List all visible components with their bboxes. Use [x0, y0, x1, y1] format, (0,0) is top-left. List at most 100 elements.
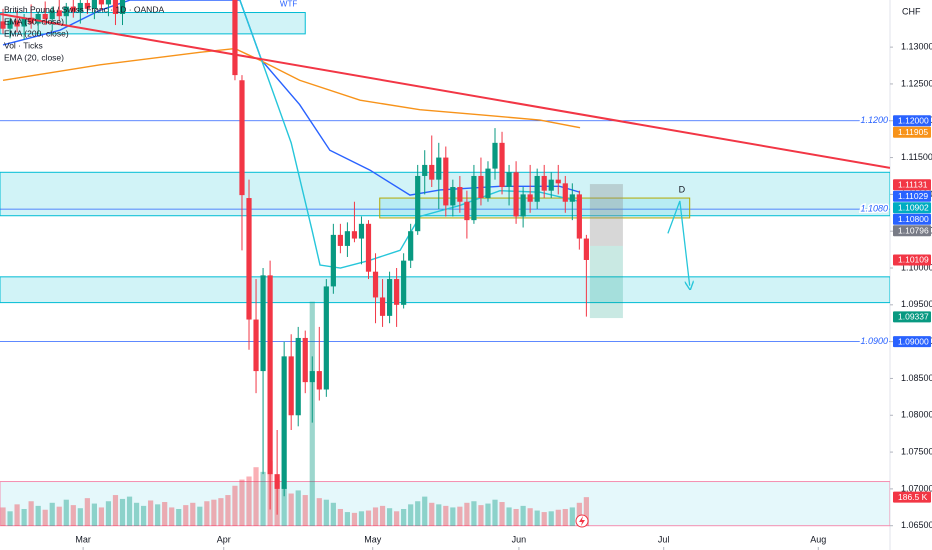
- volume-bar: [253, 467, 259, 526]
- candle-body: [379, 297, 386, 316]
- volume-bar: [337, 508, 343, 526]
- price-label: 1.09000: [898, 336, 929, 346]
- candle-body: [541, 175, 547, 191]
- candle-body: [450, 187, 456, 206]
- legend-entry: EMA (200, close): [4, 28, 69, 38]
- volume-bar: [506, 507, 512, 526]
- volume-bar: [541, 512, 547, 526]
- volume-bar: [63, 499, 69, 526]
- y-tick-label: 1.09500: [901, 299, 932, 309]
- candle-body: [485, 168, 491, 199]
- y-tick-label: 1.10000: [901, 262, 932, 272]
- volume-bar: [569, 507, 575, 526]
- volume-bar: [7, 511, 13, 526]
- price-label-bg: [893, 213, 931, 225]
- volume-bar: [197, 506, 203, 526]
- y-tick-label: 1.07500: [901, 446, 932, 456]
- y-tick-label: 1.08000: [901, 410, 932, 420]
- volume-bar: [386, 508, 393, 526]
- candle-body: [246, 198, 252, 320]
- candle-body: [316, 371, 322, 390]
- volume-bar: [316, 498, 322, 526]
- volume-bar: [169, 507, 175, 526]
- volume-bar: [70, 505, 76, 526]
- y-tick-label: 1.13000: [901, 41, 932, 51]
- volume-bar: [56, 506, 62, 526]
- volume-bar: [288, 493, 294, 526]
- candle-body: [422, 164, 428, 176]
- candle-body: [70, 6, 76, 12]
- position-risk: [589, 184, 623, 246]
- candle-body: [555, 179, 561, 184]
- candle-body: [323, 286, 329, 390]
- y-tick-label: 1.06500: [901, 520, 932, 530]
- price-label-bg: [893, 190, 931, 202]
- volume-bar: [112, 495, 119, 526]
- price-label: 1.10796: [898, 225, 929, 235]
- volume-bar: [379, 505, 386, 526]
- volume-bar: [281, 487, 287, 526]
- candle-body: [344, 231, 351, 246]
- volume-bar: [211, 499, 217, 526]
- price-label-bg: [893, 126, 931, 138]
- candle-body: [394, 279, 400, 305]
- volume-bar: [520, 505, 526, 526]
- candle-body: [91, 0, 97, 9]
- volume-bar: [527, 508, 533, 526]
- candle-body: [351, 231, 358, 239]
- candle-body: [98, 0, 105, 5]
- legend-entry: EMA (20, close): [4, 52, 64, 62]
- candle-body: [471, 175, 477, 221]
- price-label: 1.11029: [898, 191, 928, 201]
- volume-bar: [126, 496, 133, 526]
- candle-body: [513, 172, 519, 217]
- candle-body: [401, 260, 407, 305]
- candle-body: [358, 223, 365, 239]
- candle-body: [527, 194, 533, 202]
- candle-body: [534, 175, 540, 202]
- price-label-bg: [893, 225, 931, 237]
- volume-bar: [204, 501, 210, 526]
- candle-body: [42, 13, 48, 20]
- candle-body: [372, 271, 379, 298]
- candle-body: [576, 194, 582, 239]
- candle-body: [548, 179, 554, 191]
- arrow-label: D: [679, 184, 686, 194]
- volume-bar: [14, 504, 20, 526]
- candle-body: [436, 157, 442, 180]
- volume-bar: [464, 502, 470, 526]
- x-tick-label: Jul: [658, 534, 670, 544]
- candle-body: [105, 0, 112, 5]
- candle-body: [0, 21, 6, 29]
- volume-bar: [295, 490, 301, 526]
- volume-bar: [239, 479, 245, 526]
- volume-bar: [91, 503, 97, 526]
- price-label: 1.10800: [898, 214, 929, 224]
- candle-body: [49, 10, 55, 20]
- alert-icon[interactable]: [575, 514, 589, 528]
- volume-bar: [394, 511, 400, 526]
- candle-body: [499, 142, 505, 188]
- candle-body: [84, 2, 90, 9]
- candle-body: [478, 175, 484, 199]
- volume-bar: [344, 512, 351, 526]
- candle-body: [520, 194, 526, 217]
- volume-bar: [260, 471, 266, 526]
- y-tick-label: 1.08500: [901, 373, 932, 383]
- x-tick-label: Mar: [75, 534, 91, 544]
- candle-body: [583, 238, 589, 260]
- volume-bar: [323, 499, 329, 526]
- volume-bar: [499, 502, 505, 526]
- volume-bar: [534, 510, 540, 526]
- x-tick-label: May: [364, 534, 382, 544]
- price-label-bg: [893, 311, 931, 323]
- volume-bar: [358, 511, 365, 526]
- legend: British Pound / Swiss Franc · 1D · OANDA…: [4, 4, 164, 62]
- currency-label: CHF: [902, 6, 921, 16]
- candle-body: [14, 20, 20, 27]
- candle-body: [239, 80, 245, 196]
- volume-bar: [548, 511, 554, 526]
- price-label: 1.09337: [898, 312, 929, 322]
- candle-body: [569, 194, 575, 202]
